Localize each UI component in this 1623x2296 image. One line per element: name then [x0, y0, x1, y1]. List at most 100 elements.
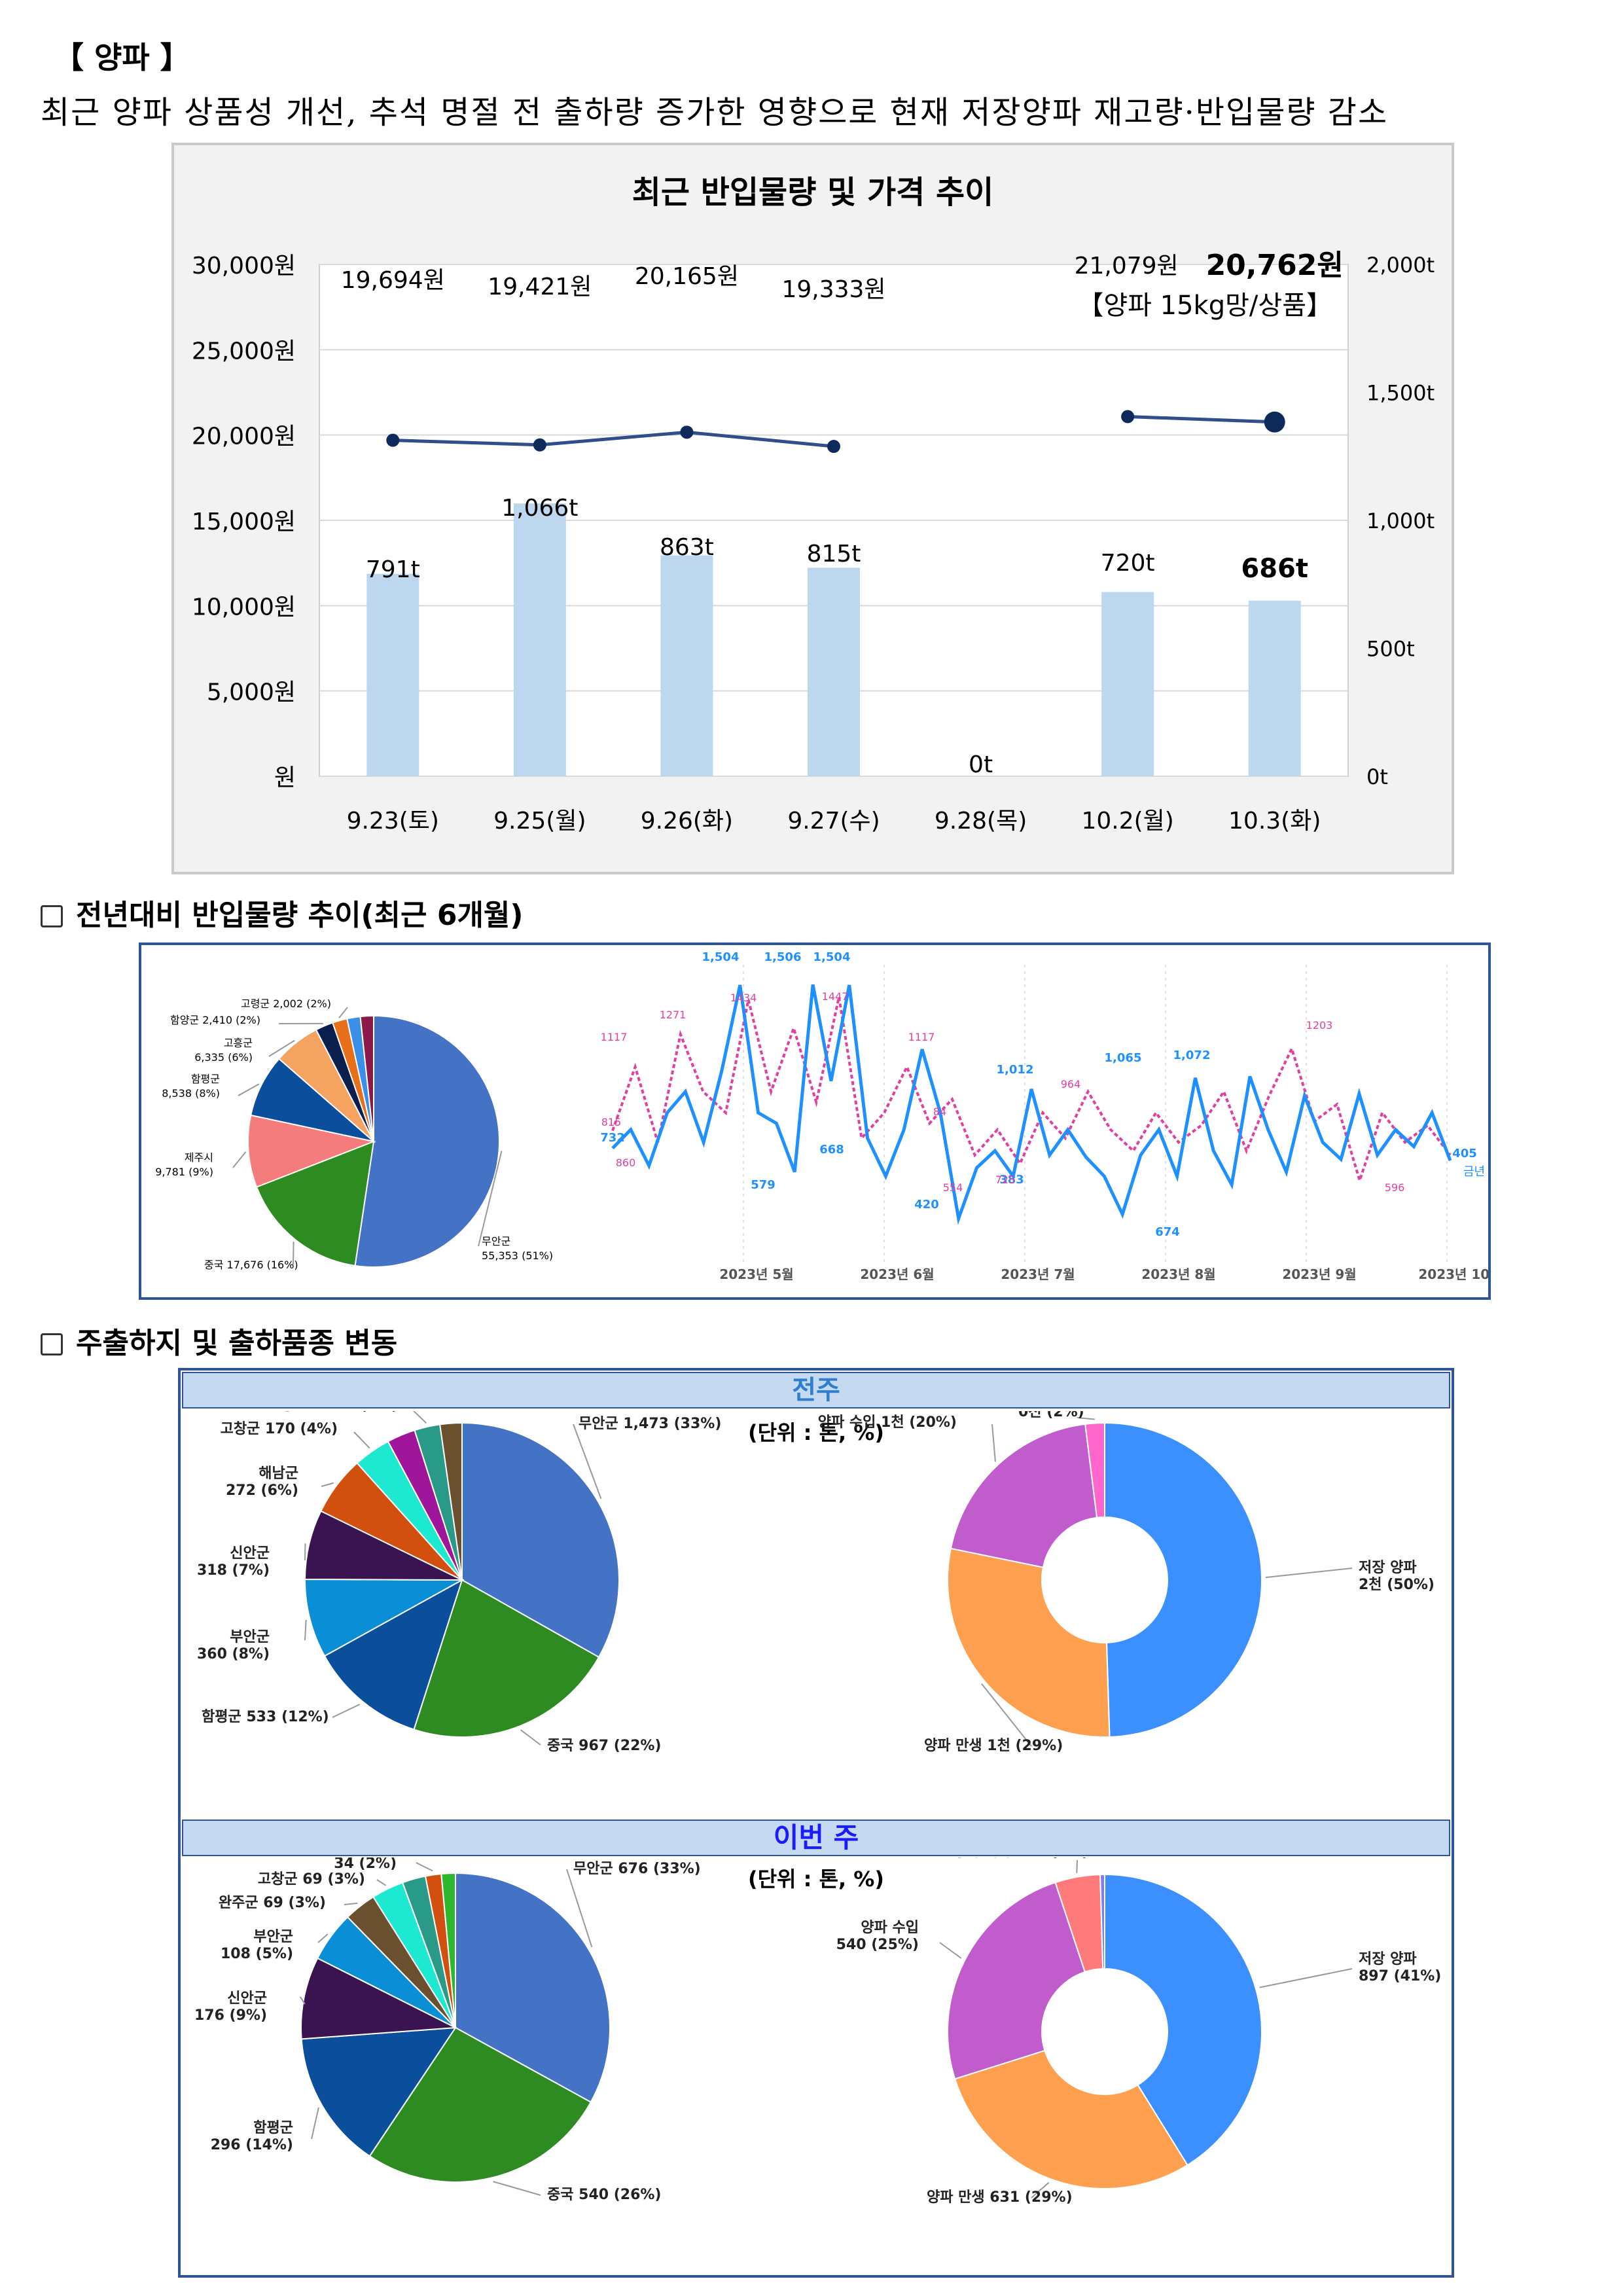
- prev-pie-label: 당진시 117 (3%): [281, 1411, 398, 1414]
- this-pie-leader: [299, 1996, 306, 2005]
- yoy-pie-value: 8,538 (8%): [162, 1087, 220, 1100]
- prev-pie-leader: [353, 1431, 370, 1449]
- this-donut-slice: [1099, 1873, 1105, 1970]
- this-pie-slice: [300, 2026, 457, 2157]
- prev-pie-label: 해남군: [259, 1465, 298, 1482]
- this-pie-leader: [493, 2181, 541, 2196]
- series-line-금년: [611, 984, 1452, 1225]
- current-year-annotation: 383: [999, 1173, 1024, 1187]
- prev-pie-leader: [573, 1424, 602, 1499]
- yoy-pie-leader: [268, 1039, 295, 1057]
- price-point: [533, 438, 546, 452]
- this-donut-leader: [939, 1942, 962, 1959]
- this-pie-label: 완주군 69 (3%): [219, 1895, 326, 1911]
- volume-label: 686t: [1241, 554, 1308, 584]
- category-label: 9.23(토): [347, 808, 439, 834]
- prev-donut-leader: [1265, 1568, 1353, 1579]
- current-year-annotation: 1,506: [764, 950, 802, 964]
- month-label: 2023년 6월: [860, 1266, 934, 1282]
- yoy-pie-label: 중국 17,676 (16%): [204, 1259, 298, 1271]
- this-donut-label: 양파 기타 101 (5%): [953, 1857, 1088, 1860]
- this-pie-leader: [566, 1869, 593, 1948]
- prior-year-annotation: 1434: [730, 992, 757, 1004]
- volume-bar: [660, 555, 713, 776]
- category-label: 10.3(화): [1228, 808, 1321, 834]
- right-axis-tick: 0t: [1366, 764, 1388, 789]
- prev-pie-slice: [439, 1422, 463, 1581]
- yoy-pie-value: 55,353 (51%): [482, 1249, 553, 1262]
- price-point: [386, 433, 400, 447]
- section-title: 【 양파 】: [54, 40, 190, 75]
- this-pie-label: 고창군 69 (3%): [258, 1871, 365, 1888]
- prev-pie-slice: [413, 1579, 600, 1738]
- this-donut-label: 저장 양파: [1359, 1951, 1417, 1967]
- category-label: 9.27(수): [787, 808, 880, 834]
- volume-bar: [366, 573, 419, 776]
- volume-label: 720t: [1101, 550, 1155, 577]
- prev-donut-slice: [947, 1547, 1111, 1738]
- prev-pie-label: 360 (8%): [197, 1646, 270, 1662]
- volume-label: 791t: [366, 556, 420, 583]
- price-line: [1128, 415, 1275, 424]
- volume-bar: [1101, 592, 1154, 776]
- prev-donut-label: 2천 (50%): [1359, 1577, 1435, 1593]
- price-label: 19,694원: [341, 267, 445, 294]
- price-label: 19,421원: [488, 274, 592, 300]
- current-year-annotation: 732: [600, 1131, 625, 1145]
- this-donut-label: 540 (25%): [836, 1937, 919, 1953]
- origin-heading: 주출하지 및 출하품종 변동: [41, 1319, 397, 1361]
- volume-label: 1,066t: [501, 495, 578, 522]
- right-axis-tick: 2,000t: [1366, 253, 1435, 278]
- prev-donut-label: 0천 (2%): [1018, 1411, 1084, 1420]
- prev-pie-slice: [304, 1510, 463, 1581]
- prev-pie-label: 272 (6%): [226, 1482, 298, 1499]
- yoy-heading-text: 전년대비 반입물량 추이(최근 6개월): [76, 899, 524, 932]
- category-label: 9.28(목): [935, 808, 1027, 834]
- current-year-annotation: 1,504: [813, 950, 851, 964]
- price-point: [1121, 410, 1135, 423]
- this-week-band: 이번 주: [182, 1820, 1450, 1856]
- prev-pie-label: 중국 967 (22%): [547, 1738, 662, 1754]
- current-year-annotation: 579: [751, 1178, 776, 1192]
- yoy-pie-slice: [247, 1114, 376, 1188]
- this-pie-label: 중국 540 (26%): [547, 2187, 662, 2203]
- this-pie-leader: [344, 1902, 358, 1905]
- price-volume-chart-panel: 최근 반입물량 및 가격 추이 원 5,000원 10,000원 15,000원 20,0…: [171, 143, 1454, 874]
- category-label: 10.2(월): [1081, 808, 1173, 834]
- prev-donut-label: 저장 양파: [1359, 1560, 1417, 1576]
- this-donut-slice: [947, 1881, 1086, 2080]
- this-week-unit: (단위 : 톤, %): [747, 1867, 884, 1892]
- prev-pie-leader: [321, 1482, 334, 1487]
- prev-pie-label: 신안군: [230, 1545, 270, 1562]
- prior-year-annotation: 1117: [908, 1031, 935, 1043]
- left-axis-tick: 15,000원: [192, 509, 296, 535]
- price-point: [1264, 411, 1285, 433]
- prev-pie-leader: [304, 1619, 307, 1641]
- yoy-pie-leader: [238, 1083, 260, 1096]
- right-axis-tick: 500t: [1366, 637, 1415, 662]
- prev-donut-slice: [1084, 1422, 1105, 1518]
- prior-year-annotation: 596: [1385, 1181, 1405, 1194]
- checkbox-icon: [41, 905, 63, 927]
- prev-pie-slice: [461, 1422, 620, 1659]
- prev-donut-label: 양파 만생 1천 (29%): [924, 1738, 1063, 1754]
- prev-donut-leader: [991, 1424, 996, 1462]
- current-year-annotation: 1,504: [702, 950, 740, 964]
- left-axis-tick: 5,000원: [207, 679, 296, 706]
- month-label: 2023년 9월: [1282, 1266, 1356, 1282]
- this-donut-label: 897 (41%): [1359, 1968, 1441, 1984]
- prev-donut-leader: [1077, 1417, 1095, 1420]
- yoy-pie-slice: [359, 1014, 374, 1142]
- yoy-pie-leader: [338, 1007, 348, 1018]
- left-axis-tick: 10,000원: [192, 594, 296, 620]
- this-pie-label: 함평군: [253, 2120, 293, 2136]
- yoy-pie-label: 고령군 2,002 (2%): [241, 997, 331, 1010]
- price-label: 19,333원: [781, 276, 885, 303]
- current-year-annotation: 405: [1452, 1147, 1477, 1160]
- prev-pie-label: 고창군 170 (4%): [221, 1421, 338, 1437]
- this-pie-label: 부안군: [253, 1929, 293, 1945]
- this-pie-leader: [311, 2107, 319, 2140]
- current-year-annotation: 1,072: [1173, 1049, 1211, 1062]
- month-label: 2023년 7월: [1001, 1266, 1075, 1282]
